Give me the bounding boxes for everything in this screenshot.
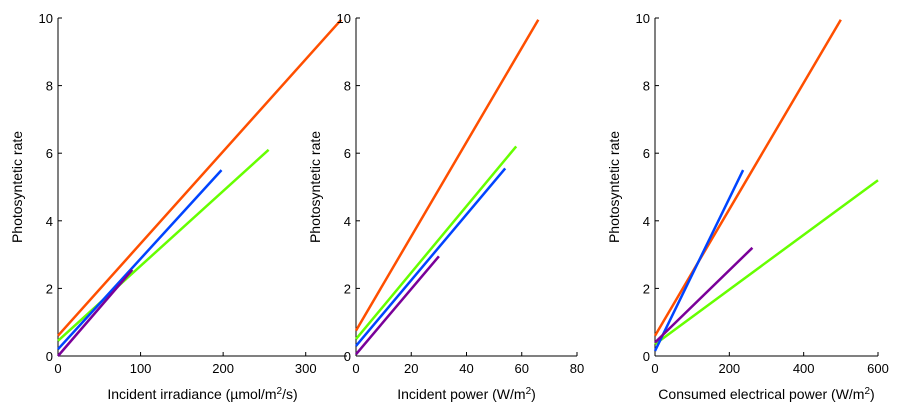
series-line-1 — [354, 19, 540, 332]
x-tick-label: 300 — [295, 361, 317, 376]
y-axis-label: Photosyntetic rate — [307, 131, 323, 243]
y-tick-label: 10 — [39, 11, 53, 26]
y-tick-label: 0 — [643, 349, 650, 364]
series-line-1 — [653, 19, 842, 337]
y-tick-label: 6 — [643, 146, 650, 161]
y-tick-label: 2 — [643, 281, 650, 296]
series-line-3 — [57, 169, 223, 351]
x-tick-label: 80 — [570, 361, 584, 376]
y-tick-label: 4 — [46, 214, 53, 229]
x-tick-label: 0 — [651, 361, 658, 376]
y-tick-label: 10 — [337, 11, 351, 26]
x-axis-label: Consumed electrical power (W/m2) — [658, 386, 874, 402]
series-line-1 — [57, 18, 343, 337]
y-tick-label: 2 — [46, 281, 53, 296]
series-line-2 — [355, 145, 518, 340]
y-tick-label: 10 — [636, 11, 650, 26]
series-line-4 — [355, 255, 440, 356]
x-axis-label: Incident irradiance (µmol/m2/s) — [107, 386, 297, 402]
y-tick-label: 6 — [344, 146, 351, 161]
series-line-4 — [654, 246, 754, 344]
series-line-2 — [57, 148, 270, 342]
y-tick-label: 4 — [643, 214, 650, 229]
y-tick-label: 2 — [344, 281, 351, 296]
y-tick-label: 0 — [344, 349, 351, 364]
chart-panel-3: 0 2 4 6 8 10 0 200 400 600 Consumed electrical pow… — [606, 11, 889, 402]
chart-panel-2: 0 2 4 6 8 10 0 20 40 60 80 Incident power (W/m2) Pho… — [307, 11, 584, 402]
x-tick-label: 40 — [459, 361, 473, 376]
x-axis-label: Incident power (W/m2) — [397, 386, 536, 402]
x-tick-label: 60 — [515, 361, 529, 376]
y-tick-label: 0 — [46, 349, 53, 364]
series-line-3 — [355, 167, 507, 347]
series-line-2 — [654, 179, 879, 346]
series-line-3 — [653, 169, 745, 352]
y-tick-label: 4 — [344, 214, 351, 229]
x-tick-label: 400 — [793, 361, 815, 376]
series-line-4 — [57, 268, 134, 357]
x-tick-label: 0 — [352, 361, 359, 376]
y-tick-label: 8 — [344, 79, 351, 94]
x-tick-label: 100 — [130, 361, 152, 376]
y-axis-label: Photosyntetic rate — [9, 131, 25, 243]
y-tick-label: 8 — [46, 79, 53, 94]
x-tick-label: 200 — [718, 361, 740, 376]
x-tick-label: 200 — [212, 361, 234, 376]
y-tick-label: 6 — [46, 146, 53, 161]
x-tick-label: 20 — [404, 361, 418, 376]
y-axis-label: Photosyntetic rate — [606, 131, 622, 243]
x-tick-label: 0 — [54, 361, 61, 376]
x-tick-label: 600 — [867, 361, 889, 376]
y-tick-label: 8 — [643, 79, 650, 94]
